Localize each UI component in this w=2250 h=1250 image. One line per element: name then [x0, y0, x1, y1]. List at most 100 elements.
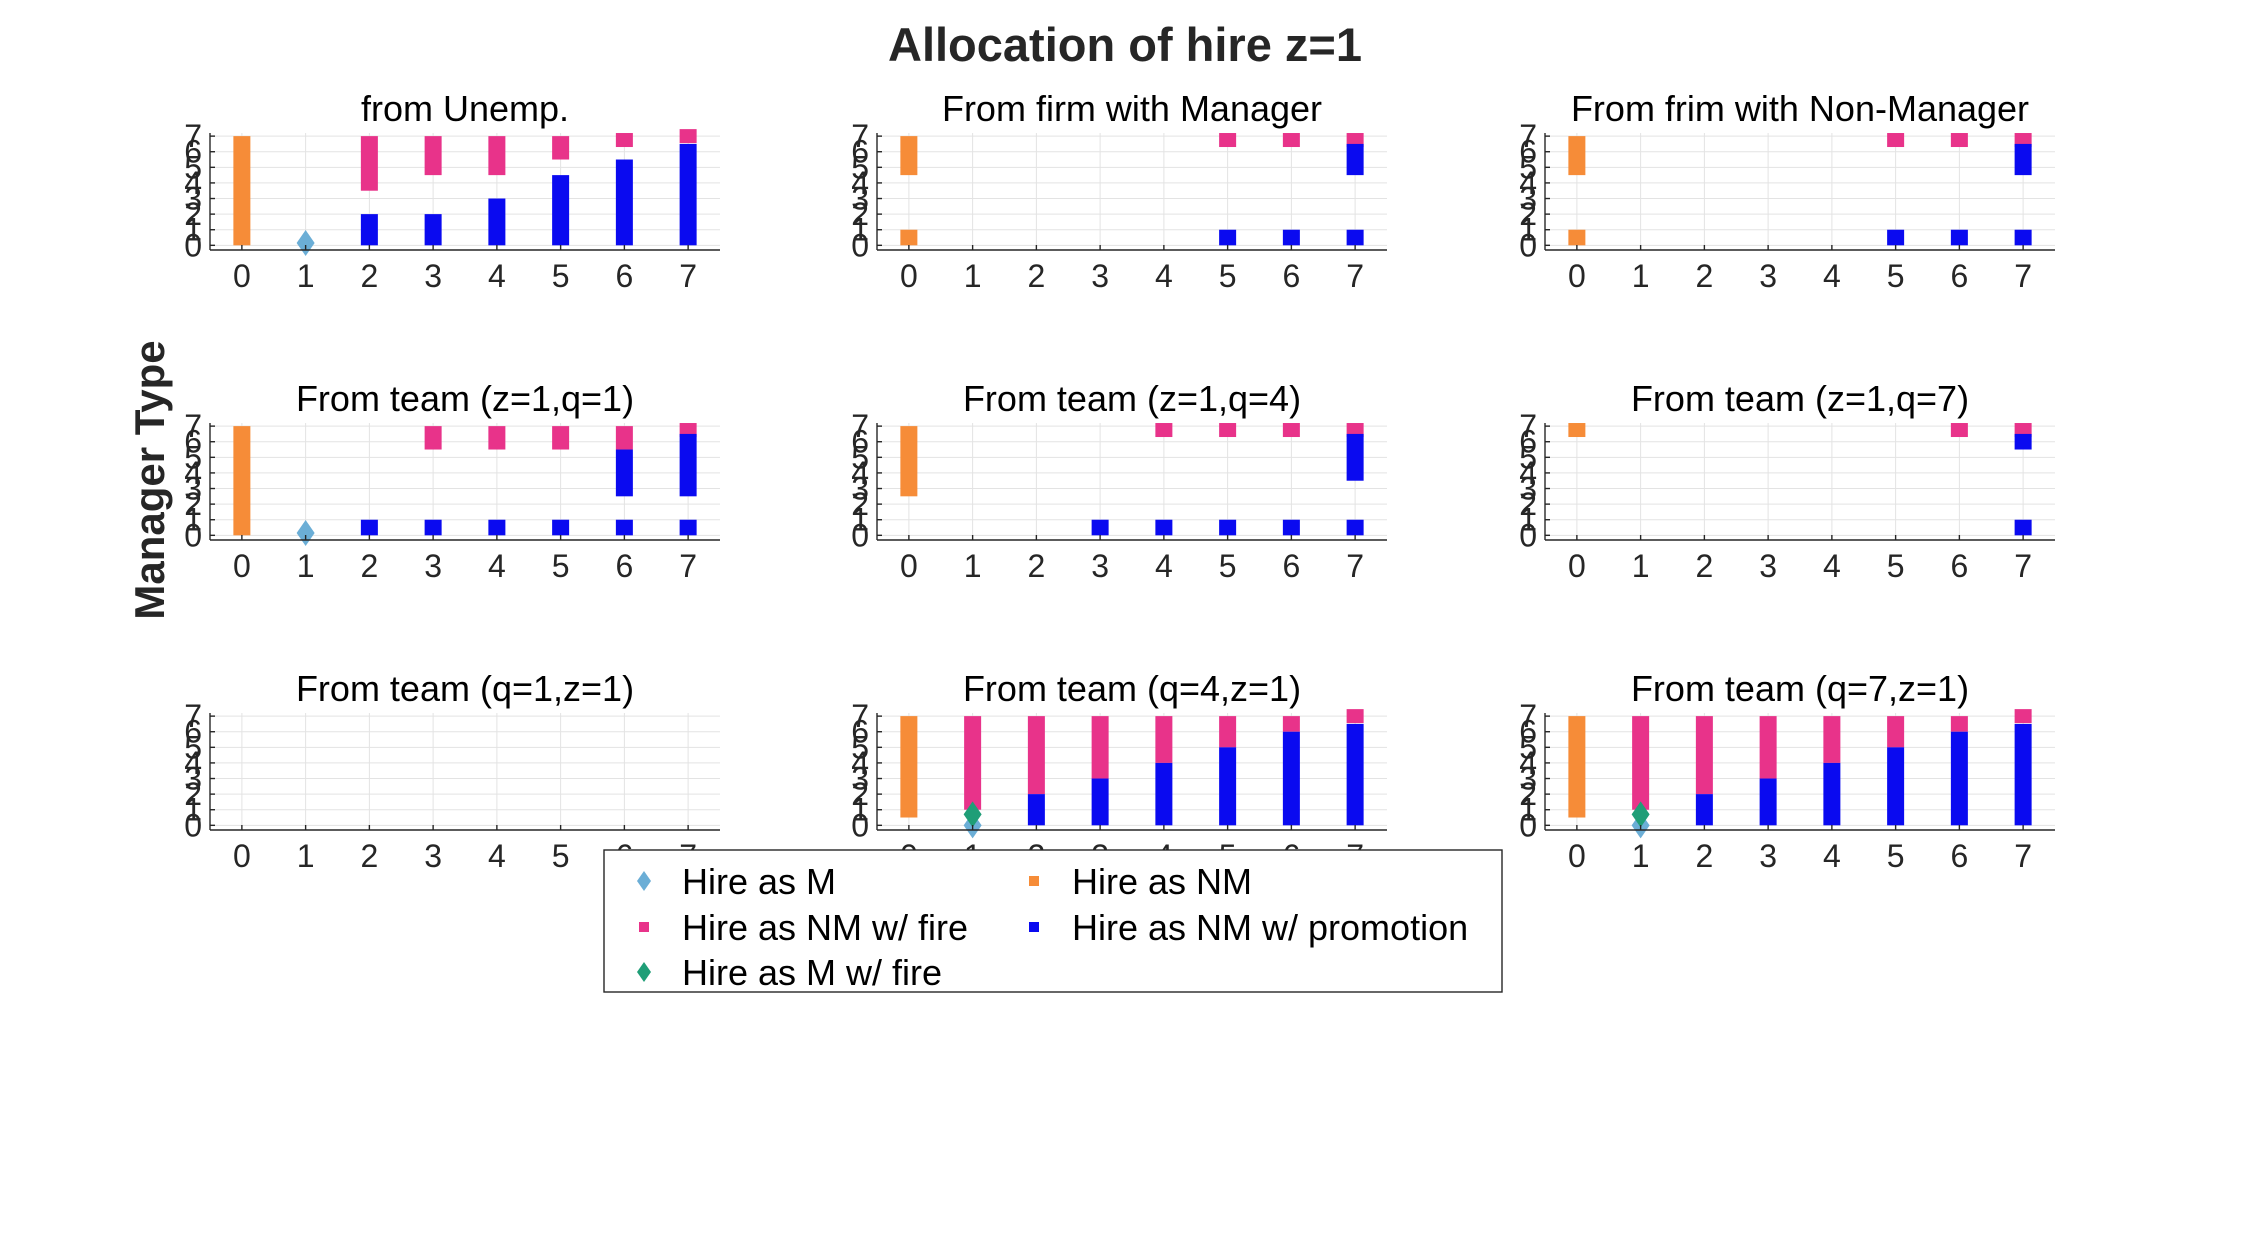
bar-nmpromo [1887, 229, 1905, 246]
y-tick-label: 1 [184, 792, 202, 828]
y-tick-label: 2 [851, 196, 869, 232]
y-tick-label: 0 [851, 517, 869, 553]
y-tick-label: 1 [1519, 212, 1537, 248]
y-tick-label: 6 [851, 424, 869, 460]
x-tick-label: 3 [1759, 258, 1777, 294]
y-tick-label: 4 [184, 745, 202, 781]
x-tick-label: 7 [2014, 548, 2032, 584]
bar-nmpromo [615, 519, 633, 536]
x-tick-label: 4 [1155, 548, 1173, 584]
x-tick-label: 6 [1282, 548, 1300, 584]
bar-nmfire [1887, 716, 1905, 748]
subplot-title: From firm with Manager [942, 88, 1322, 129]
bar-nm [1568, 716, 1586, 818]
x-tick-label: 0 [900, 258, 918, 294]
legend-box [603, 849, 1503, 993]
bar-nmfire [1346, 133, 1364, 148]
y-tick-label: 4 [851, 455, 869, 491]
subplot-title: From team (z=1,q=7) [1631, 378, 1969, 419]
y-tick-label: 2 [851, 776, 869, 812]
y-tick-label: 5 [184, 439, 202, 475]
bar-nmpromo [1346, 143, 1364, 176]
x-tick-label: 6 [615, 548, 633, 584]
y-tick-label: 6 [184, 134, 202, 170]
bar-nmpromo [488, 198, 506, 246]
x-tick-label: 5 [1219, 258, 1237, 294]
x-tick-label: 2 [1695, 258, 1713, 294]
y-tick-label: 1 [1519, 792, 1537, 828]
bar-nmfire [1219, 133, 1237, 148]
bar-nmfire [679, 423, 697, 438]
y-tick-label: 0 [184, 227, 202, 263]
bar-nmpromo [1219, 747, 1237, 826]
bar-nmfire [360, 136, 378, 191]
x-tick-label: 1 [297, 258, 315, 294]
point-m [296, 229, 315, 256]
x-tick-label: 3 [1759, 838, 1777, 874]
x-tick-label: 3 [424, 258, 442, 294]
x-tick-label: 2 [1695, 838, 1713, 874]
x-tick-label: 5 [1219, 548, 1237, 584]
bar-nmfire [1823, 716, 1841, 763]
bar-nmpromo [1091, 519, 1109, 536]
y-tick-label: 1 [184, 212, 202, 248]
point-mfire [1631, 801, 1650, 828]
y-tick-label: 1 [851, 792, 869, 828]
bar-nmfire [1091, 716, 1109, 779]
bar-nm [1568, 229, 1586, 246]
bar-nmpromo [1282, 519, 1300, 536]
subplot-title: From team (z=1,q=1) [296, 378, 634, 419]
bar-nmpromo [1091, 778, 1109, 826]
y-tick-label: 1 [184, 502, 202, 538]
y-tick-label: 5 [1519, 439, 1537, 475]
y-tick-label: 3 [1519, 471, 1537, 507]
legend-entry-nm: Hire as NM [1029, 861, 1252, 902]
legend-entry-nmpromo: Hire as NM w/ promotion [1029, 907, 1468, 948]
x-tick-label: 6 [1950, 258, 1968, 294]
y-tick-label: 3 [184, 761, 202, 797]
bar-nmfire [1950, 133, 1968, 148]
y-tick-label: 6 [851, 714, 869, 750]
figure-title: Allocation of hire z=1 [888, 18, 1362, 71]
bar-nm [900, 426, 918, 497]
bar-nmpromo [615, 449, 633, 497]
legend-label: Hire as NM w/ fire [682, 907, 968, 948]
y-tick-label: 4 [184, 165, 202, 201]
bar-nmfire [615, 133, 633, 148]
bar-nmpromo [2014, 519, 2032, 536]
x-tick-label: 3 [424, 838, 442, 874]
y-tick-label: 5 [851, 439, 869, 475]
x-tick-label: 6 [615, 258, 633, 294]
y-tick-label: 0 [184, 807, 202, 843]
subplot-title: From team (q=7,z=1) [1631, 668, 1969, 709]
bar-nmpromo [679, 143, 697, 246]
y-tick-label: 4 [184, 455, 202, 491]
y-tick-label: 6 [851, 134, 869, 170]
x-tick-label: 5 [552, 258, 570, 294]
bar-nm [1568, 423, 1586, 438]
x-tick-label: 7 [2014, 838, 2032, 874]
legend-marker [639, 922, 649, 932]
bar-nmfire [1027, 716, 1045, 795]
bar-nmpromo [615, 159, 633, 246]
bar-nmpromo [424, 519, 442, 536]
x-tick-label: 4 [488, 258, 506, 294]
y-tick-label: 5 [851, 149, 869, 185]
y-tick-label: 0 [184, 517, 202, 553]
y-tick-label: 0 [851, 807, 869, 843]
bar-nmfire [1282, 423, 1300, 438]
bar-nmfire [615, 426, 633, 450]
bar-nmpromo [1219, 519, 1237, 536]
x-tick-label: 2 [360, 838, 378, 874]
x-tick-label: 6 [1950, 838, 1968, 874]
y-tick-label: 4 [1519, 455, 1537, 491]
bar-nmpromo [2014, 143, 2032, 176]
legend-label: Hire as M [682, 861, 836, 902]
bar-nmfire [424, 136, 442, 176]
